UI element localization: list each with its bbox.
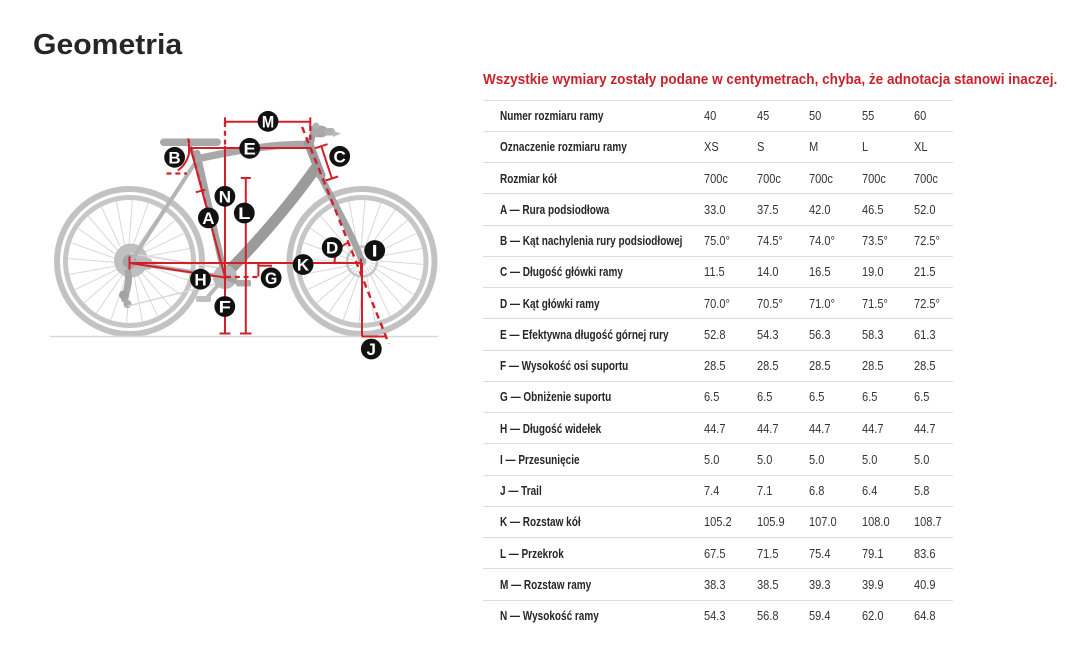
- svg-text:H: H: [194, 270, 206, 289]
- svg-text:K: K: [297, 256, 310, 275]
- svg-text:L: L: [238, 204, 250, 223]
- svg-text:A: A: [202, 209, 214, 228]
- svg-text:J: J: [367, 340, 377, 359]
- svg-text:M: M: [262, 113, 274, 132]
- svg-text:E: E: [244, 140, 256, 159]
- svg-text:B: B: [168, 149, 180, 168]
- svg-text:G: G: [265, 269, 277, 288]
- svg-text:C: C: [334, 148, 346, 167]
- svg-text:N: N: [219, 188, 231, 207]
- svg-text:D: D: [326, 239, 338, 258]
- svg-text:I: I: [372, 242, 378, 261]
- svg-text:F: F: [219, 298, 231, 317]
